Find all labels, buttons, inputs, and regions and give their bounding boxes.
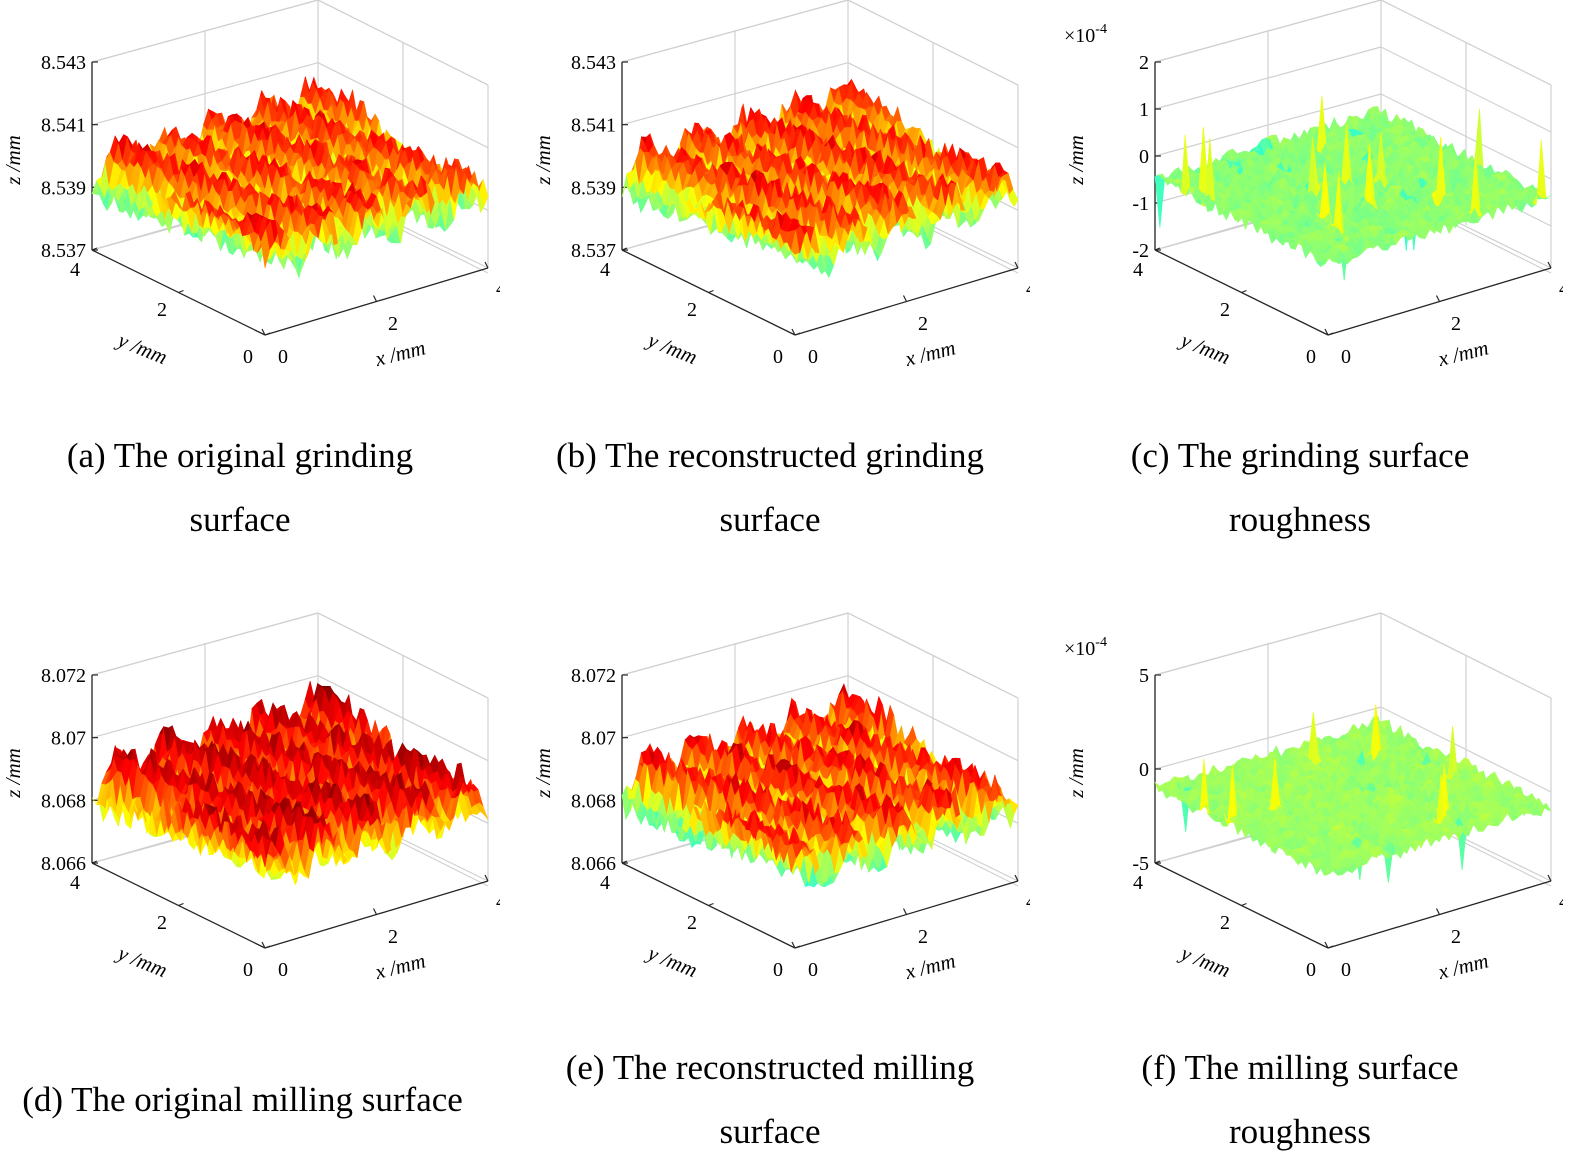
- y-tick-label: 2: [157, 299, 167, 321]
- x-tick-label: 2: [918, 313, 928, 335]
- z-multiplier-exponent: -4: [1095, 22, 1107, 37]
- x-tick-label: 4: [1559, 278, 1569, 300]
- x-tick-label: 2: [388, 313, 398, 335]
- y-axis-label: y /mm: [1176, 327, 1234, 369]
- x-tick-label: 4: [1026, 278, 1036, 300]
- z-axis-label: z /mm: [531, 135, 555, 186]
- y-tick: [1242, 291, 1247, 293]
- x-tick-label: 4: [496, 278, 506, 300]
- z-tick-label: 1: [1139, 99, 1149, 121]
- y-tick-label: 4: [1133, 259, 1143, 281]
- y-tick-label: 4: [70, 259, 80, 281]
- z-tick-label: 8.539: [41, 177, 86, 199]
- x-axis-label: x /mm: [1435, 335, 1491, 371]
- x-tick-label: 0: [808, 346, 818, 368]
- y-tick-label: 0: [243, 346, 253, 368]
- z-tick-label: 0: [1139, 146, 1149, 168]
- surface: [1155, 96, 1551, 280]
- z-tick-label: 8.543: [571, 52, 616, 74]
- x-tick-label: 0: [278, 346, 288, 368]
- x-tick: [1437, 296, 1440, 302]
- y-tick-label: 0: [1306, 346, 1316, 368]
- z-tick-label: 8.539: [571, 177, 616, 199]
- z-axis-label: z /mm: [1, 135, 25, 186]
- y-axis-label: y /mm: [643, 327, 701, 369]
- y-tick-label: 2: [687, 299, 697, 321]
- x-tick-label: 0: [1341, 346, 1351, 368]
- y-axis-label: y /mm: [113, 327, 171, 369]
- y-tick: [709, 291, 714, 293]
- x-tick: [374, 296, 377, 302]
- y-tick: [179, 291, 184, 293]
- z-tick-label: 8.541: [41, 115, 86, 137]
- z-multiplier: ×10-4: [1064, 22, 1107, 47]
- surface: [622, 79, 1018, 277]
- y-tick-label: 0: [773, 346, 783, 368]
- z-tick-label: 2: [1139, 52, 1149, 74]
- x-axis-label: x /mm: [902, 335, 958, 371]
- x-axis-label: x /mm: [372, 335, 428, 371]
- x-tick-label: 2: [1451, 313, 1461, 335]
- z-tick-label: -1: [1132, 193, 1149, 215]
- z-axis-label: z /mm: [1064, 135, 1088, 186]
- z-tick-label: 8.541: [571, 115, 616, 137]
- surface: [92, 77, 488, 279]
- y-tick-label: 4: [600, 259, 610, 281]
- y-tick-label: 2: [1220, 299, 1230, 321]
- x-tick: [904, 296, 907, 302]
- z-tick-label: 8.543: [41, 52, 86, 74]
